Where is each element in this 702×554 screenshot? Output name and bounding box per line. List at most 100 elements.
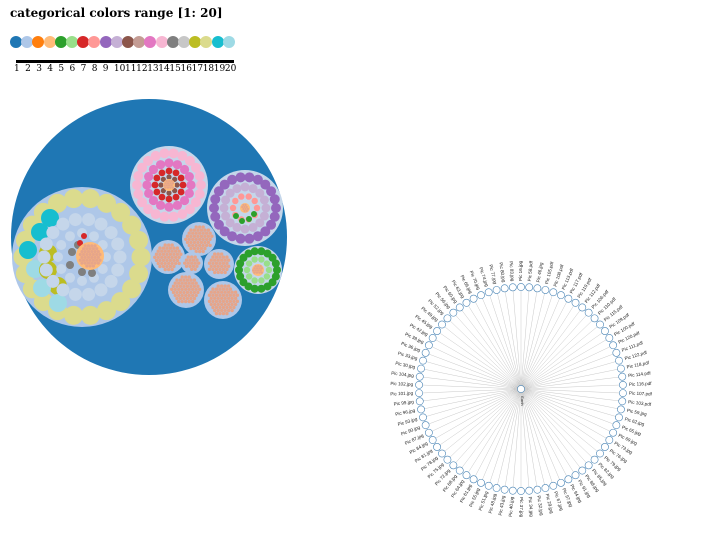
color-swatch: [10, 36, 22, 48]
pack-leaf-circle: [189, 240, 193, 245]
pack-leaf-circle: [56, 283, 70, 297]
pack-leaf-circle: [230, 308, 234, 313]
tree-leaf-label: Pic 83.jpg: [508, 261, 515, 282]
tree-link: [447, 388, 522, 460]
pack-leaf-circle: [189, 234, 193, 238]
pack-leaf-circle: [151, 181, 159, 189]
pack-leaf-circle: [177, 249, 181, 253]
pack-leaf-circle: [159, 211, 170, 222]
pack-leaf-circle: [111, 202, 131, 222]
tree-link: [520, 324, 601, 390]
pack-leaf-circle: [166, 243, 171, 247]
tree-link: [422, 360, 522, 390]
tree-leaf-node: [541, 484, 550, 492]
pack-leaf-circle: [165, 195, 173, 203]
pack-leaf-circle: [191, 237, 195, 241]
pack-leaf-circle: [227, 231, 238, 242]
pack-leaf-circle: [227, 174, 238, 185]
pack-leaf-circle: [255, 267, 259, 270]
pack-leaf-circle: [213, 296, 217, 300]
tree-leaf-node: [578, 466, 587, 475]
pack-leaf-circle: [252, 269, 255, 272]
pack-leaf-circle: [91, 252, 95, 257]
pack-leaf-circle: [81, 233, 87, 239]
pack-leaf-circle: [209, 203, 219, 213]
pack-leaf-circle: [178, 284, 183, 288]
pack-leaf-circle: [213, 270, 217, 275]
pack-leaf-circle: [170, 255, 174, 259]
pack-leaf-circle: [243, 266, 251, 274]
tree-leaf-label: Pic 114.pdf: [628, 370, 652, 378]
pack-leaf-circle: [196, 180, 206, 190]
tree-link: [459, 388, 522, 471]
pack-leaf-circle: [180, 287, 184, 291]
pack-leaf-circle: [163, 243, 167, 247]
pack-leaf-circle: [203, 234, 207, 238]
pack-leaf-circle: [192, 290, 197, 295]
pack-leaf-circle: [172, 176, 178, 182]
tree-leaf-node: [492, 286, 501, 294]
pack-leaf-circle: [196, 246, 200, 251]
pack-leaf-circle: [186, 261, 190, 265]
pack-leaf-circle: [77, 240, 83, 246]
pack-leaf-circle: [219, 302, 224, 307]
tick-label: 3: [36, 64, 42, 74]
pack-leaf-circle: [111, 263, 125, 277]
tick-label: 14: [158, 64, 170, 74]
pack-leaf-circle: [168, 252, 173, 256]
tree-leaf-node: [584, 308, 593, 317]
pack-leaf-circle: [83, 255, 87, 259]
tree-leaf-node: [609, 428, 618, 437]
tree-leaf-label: Pic 67.jpg: [553, 491, 564, 512]
tick-label: 7: [80, 64, 87, 74]
pack-leaf-circle: [206, 240, 211, 245]
color-swatch: [21, 36, 34, 48]
tree-link: [520, 388, 583, 471]
pack-leaf-circle: [167, 184, 171, 187]
tree-root-node: [517, 385, 525, 393]
tick-label: 11: [125, 64, 137, 74]
pack-leaf-circle: [170, 267, 174, 272]
pack-leaf-circle: [98, 252, 102, 257]
tree-link: [520, 376, 623, 390]
pack-leaf-circle: [64, 305, 84, 325]
pack-leaf-circle: [232, 299, 236, 304]
pack-leaf-circle: [77, 276, 87, 286]
pack-leaf-circle: [221, 255, 226, 259]
tree-leaf-node: [415, 380, 423, 389]
tree-link: [436, 330, 522, 390]
pack-leaf-circle: [80, 250, 84, 254]
tree-link: [520, 368, 621, 390]
pack-leaf-circle: [173, 249, 178, 253]
pack-leaf-circle: [47, 193, 67, 213]
pack-leaf-circle: [185, 240, 190, 245]
pack-leaf-circle: [191, 231, 195, 235]
pack-leaf-circle: [183, 281, 188, 285]
pack-leaf-circle: [156, 255, 160, 259]
tree-link: [466, 302, 522, 390]
pack-leaf-circle: [233, 290, 238, 294]
tree-leaf-node: [578, 303, 587, 312]
tree-link: [453, 312, 522, 390]
pack-leaf-circle: [95, 258, 99, 262]
tree-link: [520, 388, 610, 441]
pack-leaf-circle: [203, 240, 207, 245]
pack-leaf-circle: [190, 281, 195, 285]
pack-leaf-circle: [192, 234, 197, 238]
pack-leaf-circle: [232, 305, 236, 310]
pack-leaf-circle: [225, 299, 229, 304]
pack-leaf-circle: [223, 308, 227, 313]
pack-leaf-circle: [56, 240, 67, 250]
pack-leaf-circle: [259, 269, 262, 272]
pack-leaf-circle: [219, 258, 224, 262]
pack-leaf-circle: [173, 261, 178, 266]
pack-leaf-circle: [163, 249, 167, 253]
tree-link: [520, 388, 614, 433]
pack-leaf-circle: [165, 179, 168, 183]
pack-leaf-circle: [166, 182, 170, 185]
pack-leaf-circle: [86, 261, 91, 265]
tree-link: [436, 388, 522, 448]
pack-leaf-circle: [197, 287, 202, 291]
pack-leaf-circle: [168, 211, 179, 222]
color-swatch: [122, 36, 134, 48]
